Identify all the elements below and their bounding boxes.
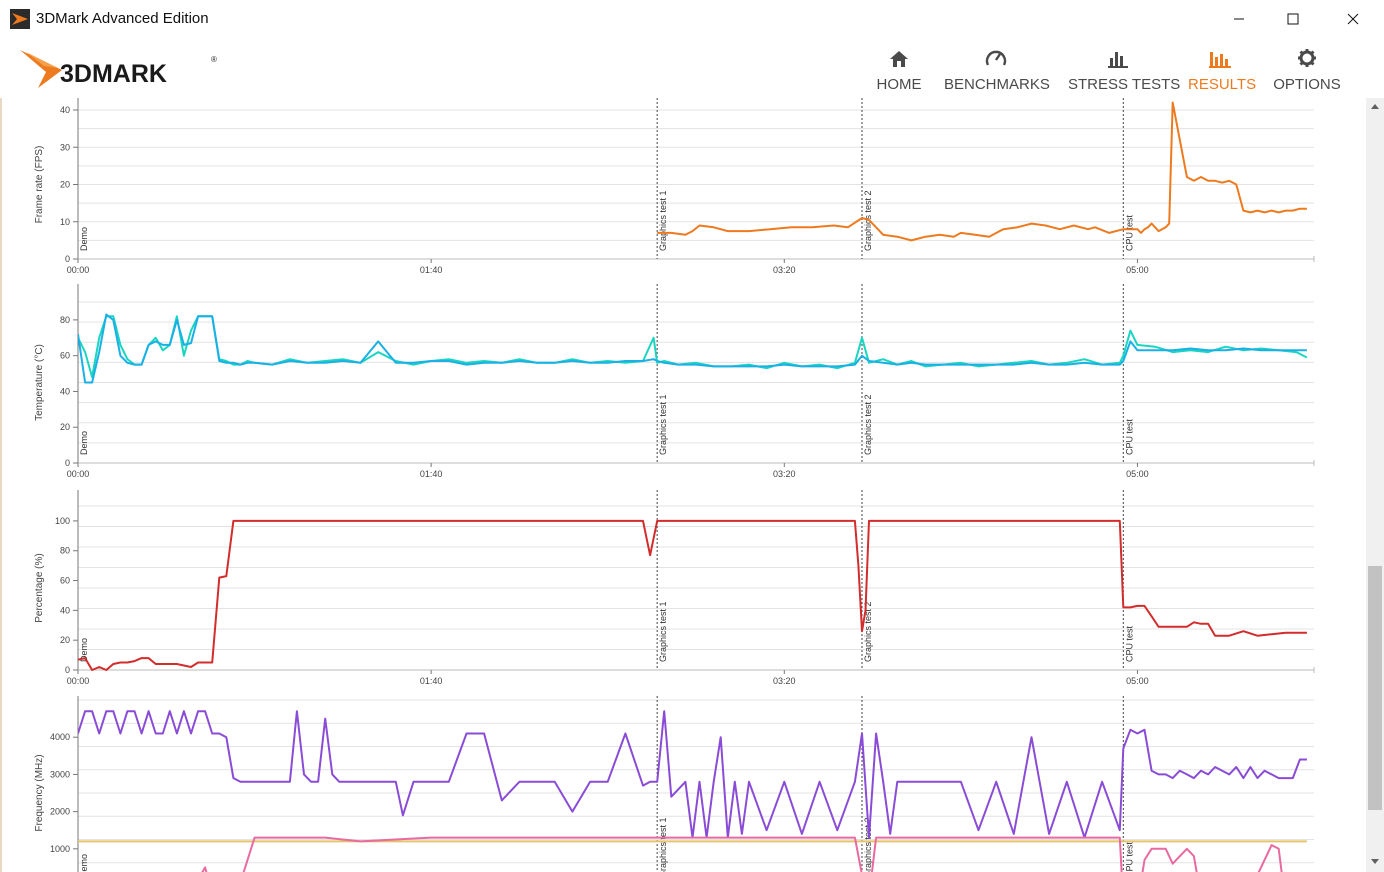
series-line (78, 313, 1307, 384)
marker-label: CPU test (1124, 625, 1134, 662)
nav-home[interactable]: HOME (872, 44, 926, 94)
y-axis-label: Percentage (%) (34, 553, 45, 622)
x-tick-label: 05:00 (1126, 469, 1149, 479)
nav-stress-tests[interactable]: STRESS TESTS (1068, 44, 1181, 94)
x-tick-label: 00:00 (67, 469, 90, 479)
x-tick-label: 05:00 (1126, 676, 1149, 686)
y-tick-label: 40 (60, 605, 70, 615)
nav-results[interactable]: RESULTS (1188, 44, 1257, 94)
y-tick-label: 80 (60, 546, 70, 556)
y-tick-label: 10 (60, 217, 70, 227)
series-line (201, 836, 1283, 872)
marker-label: Graphics test 1 (658, 394, 668, 455)
x-tick-label: 05:00 (1126, 265, 1149, 275)
y-tick-label: 2000 (50, 807, 70, 817)
x-tick-label: 01:40 (420, 676, 443, 686)
vertical-scrollbar[interactable] (1366, 98, 1384, 872)
temperature-chart: 0 20 40 60 80 Temperature (°C) 00:00 01:40 03:20… (34, 284, 1315, 479)
y-tick-label: 20 (60, 635, 70, 645)
marker-label: CPU test (1124, 214, 1134, 251)
monitoring-charts-panel: 0 10 20 30 40 Frame rate (FPS) 00:00 01:40 03:20… (0, 98, 1366, 872)
marker-label: Graphics test 1 (658, 190, 668, 251)
y-tick-label: 40 (60, 105, 70, 115)
marker-label: CPU test (1124, 418, 1134, 455)
marker-label: Demo (79, 431, 89, 455)
x-tick-label: 00:00 (67, 265, 90, 275)
marker-label: Graphics test 2 (863, 394, 873, 455)
marker-label: CPU test (1124, 841, 1134, 872)
x-tick-label: 01:40 (420, 469, 443, 479)
window-title: 3DMark Advanced Edition (36, 10, 209, 27)
nav-results-label: RESULTS (1188, 76, 1257, 93)
y-tick-label: 4000 (50, 732, 70, 742)
y-tick-label: 20 (60, 180, 70, 190)
app-icon (10, 9, 30, 29)
nav-benchmarks[interactable]: BENCHMARKS (944, 44, 1050, 94)
y-tick-label: 0 (65, 665, 70, 675)
marker-label: Graphics test 2 (863, 817, 873, 872)
marker-label: Graphics test 2 (863, 601, 873, 662)
app-header: 3DMARK ® HOME BENCHMARKS STRESS TESTS RE… (0, 38, 1384, 98)
gear-icon (1272, 44, 1342, 68)
registered-mark: ® (211, 55, 217, 64)
y-tick-label: 60 (60, 576, 70, 586)
y-axis-label: Frame rate (FPS) (34, 146, 45, 224)
series-line (657, 101, 1307, 242)
y-tick-label: 1000 (50, 844, 70, 854)
y-tick-label: 20 (60, 422, 70, 432)
maximize-button[interactable] (1270, 0, 1316, 38)
x-tick-label: 01:40 (420, 265, 443, 275)
marker-label: Graphics test 2 (863, 190, 873, 251)
nav-options[interactable]: OPTIONS (1272, 44, 1342, 94)
y-tick-label: 0 (65, 254, 70, 264)
home-icon (872, 44, 926, 68)
nav-options-label: OPTIONS (1273, 76, 1341, 93)
bars-icon (1068, 44, 1168, 68)
marker-label: Graphics test 1 (658, 601, 668, 662)
y-tick-label: 80 (60, 315, 70, 325)
scroll-down-arrow[interactable] (1366, 854, 1384, 870)
nav-stress-tests-label: STRESS TESTS (1068, 76, 1181, 93)
minimize-button[interactable] (1216, 0, 1262, 38)
marker-label: Graphics test 1 (658, 817, 668, 872)
series-line (78, 315, 1308, 379)
series-line (78, 519, 1307, 671)
scroll-up-arrow[interactable] (1366, 98, 1384, 114)
y-tick-label: 3000 (50, 769, 70, 779)
nav-benchmarks-label: BENCHMARKS (944, 76, 1050, 93)
fps-chart: 0 10 20 30 40 Frame rate (FPS) 00:00 01:40 03:20… (34, 98, 1315, 275)
marker-label: Demo (79, 854, 89, 872)
x-tick-label: 03:20 (773, 469, 796, 479)
results-bars-icon (1188, 44, 1252, 68)
title-bar: 3DMark Advanced Edition (0, 0, 1384, 38)
close-button[interactable] (1330, 0, 1376, 38)
y-tick-label: 30 (60, 142, 70, 152)
logo-text: 3DMARK (60, 60, 167, 88)
speedometer-icon (944, 44, 1048, 68)
left-edge (0, 98, 2, 872)
x-tick-label: 03:20 (773, 265, 796, 275)
scroll-thumb[interactable] (1368, 566, 1382, 810)
x-tick-label: 00:00 (67, 676, 90, 686)
y-axis-label: Frequency (MHz) (34, 754, 45, 831)
frequency-chart: 1000 2000 3000 4000 Frequency (MHz) Demo Graph… (34, 696, 1314, 872)
marker-label: Demo (79, 227, 89, 251)
series-line (78, 710, 1307, 839)
y-axis-label: Temperature (°C) (34, 344, 45, 421)
y-tick-label: 0 (65, 458, 70, 468)
x-tick-label: 03:20 (773, 676, 796, 686)
marker-label: Demo (79, 638, 89, 662)
y-tick-label: 100 (55, 516, 70, 526)
y-tick-label: 60 (60, 351, 70, 361)
percentage-chart: 0 20 40 60 80 100 Percentage (%) 00:00 01:40 03:2… (34, 490, 1315, 686)
3dmark-logo: 3DMARK ® (18, 44, 228, 88)
y-tick-label: 40 (60, 386, 70, 396)
nav-home-label: HOME (876, 76, 922, 93)
